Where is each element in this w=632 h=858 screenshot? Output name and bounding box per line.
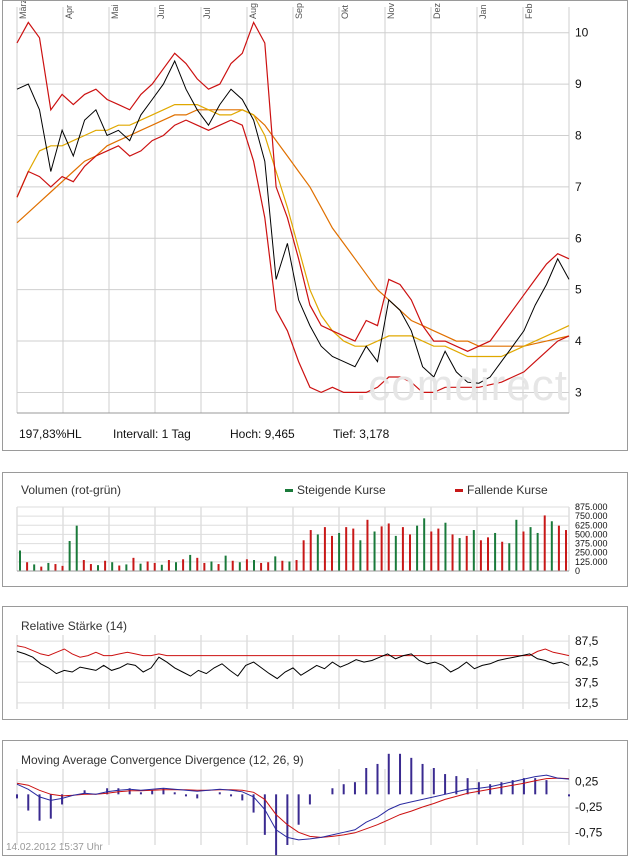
price-series-line [16,103,570,358]
rsi-title: Relative Stärke (14) [21,619,128,633]
rsi-y-tick: 37,5 [575,675,599,689]
price-x-tick: März [18,1,28,19]
timestamp: 14.02.2012 15:37 Uhr [6,842,103,853]
vol-y-tick: 375.000 [575,539,608,549]
price-series-line [16,119,570,394]
volume-chart: 875.000750.000625.000500.000375.000250.0… [16,502,608,576]
vol-y-tick: 750.000 [575,511,608,521]
vol-y-tick: 500.000 [575,529,608,539]
price-x-tick: Apr [64,5,74,19]
vol-y-tick: 250.000 [575,548,608,558]
price-x-tick: Jan [478,4,488,19]
volume-panel: Volumen (rot-grün) Steigende Kurse Falle… [2,472,628,587]
legend-down: Fallende Kurse [455,483,548,497]
rsi-line [16,650,570,680]
high-stat: Hoch: 9,465 [230,427,295,441]
rsi-y-tick: 62,5 [575,655,599,669]
price-x-tick: Sep [294,3,304,19]
price-x-tick: Okt [340,4,350,19]
low-stat: Tief: 3,178 [333,427,390,441]
legend-down-label: Fallende Kurse [467,483,548,497]
macd-y-tick: -0,25 [575,800,603,814]
macd-y-tick: 0,25 [575,775,599,789]
price-x-tick: Nov [386,2,396,19]
rsi-signal-line [16,645,570,658]
legend-up-label: Steigende Kurse [297,483,386,497]
price-x-tick: Dez [432,2,442,19]
interval-stat: Intervall: 1 Tag [113,427,191,441]
price-series-line [16,109,570,347]
price-y-tick: 4 [575,334,582,348]
price-panel: 10 9 8 7 6 5 4 3 März Apr Mai Jun Jul Aug Sep Okt Nov Dez… [2,0,628,451]
vol-y-tick: 125.000 [575,557,608,567]
vol-y-tick: 875.000 [575,502,608,512]
price-x-tick: Jun [156,4,166,19]
macd-y-tick: -0,75 [575,825,603,839]
rsi-y-tick: 12,5 [575,696,599,710]
macd-panel: Moving Average Convergence Divergence (1… [2,740,628,856]
price-y-tick: 7 [575,180,582,194]
macd-signal-line [16,777,570,838]
price-x-tick: Jul [202,7,212,19]
rsi-panel: Relative Stärke (14) 87,5 62,5 37,5 12,5 [2,606,628,720]
price-chart: 10 9 8 7 6 5 4 3 März Apr Mai Jun Jul Aug Sep Okt Nov Dez… [16,1,589,414]
price-x-tick: Feb [524,3,534,19]
price-y-tick: 10 [575,26,589,40]
price-y-tick: 6 [575,231,582,245]
volume-title: Volumen (rot-grün) [21,483,122,497]
price-y-tick: 3 [575,385,582,399]
price-y-tick: 5 [575,283,582,297]
hl-stat: 197,83%HL [19,427,82,441]
price-x-tick: Mai [110,4,120,19]
macd-title: Moving Average Convergence Divergence (1… [21,753,304,767]
price-series-line [16,59,570,384]
price-series-line [16,20,570,352]
rsi-chart: 87,5 62,5 37,5 12,5 [16,634,599,710]
price-y-tick: 9 [575,77,582,91]
legend-up: Steigende Kurse [285,483,386,497]
macd-line [16,774,570,841]
watermark: .comdirect [355,361,568,410]
price-x-tick: Aug [248,3,258,19]
vol-y-tick: 0 [575,566,580,576]
price-y-tick: 8 [575,128,582,142]
macd-chart: 0,25 -0,25 -0,75 [16,753,603,856]
rsi-y-tick: 87,5 [575,634,599,648]
vol-y-tick: 625.000 [575,520,608,530]
